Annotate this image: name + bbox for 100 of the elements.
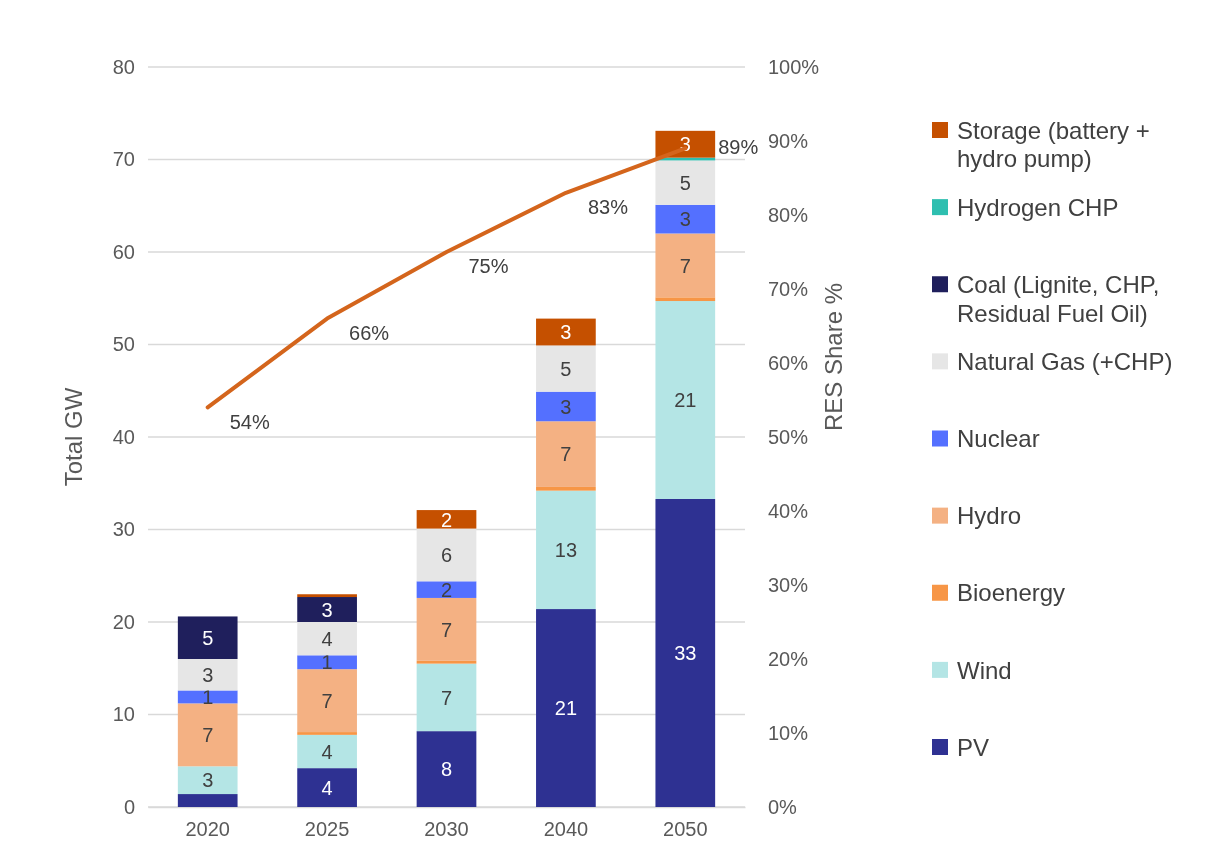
x-tick-label: 2025 (304, 818, 350, 840)
bar (655, 130, 716, 158)
data-label: 3 (560, 395, 572, 418)
bar (536, 318, 596, 346)
data-label: 3 (321, 598, 333, 621)
bar (655, 498, 716, 807)
data-label: 75% (468, 255, 509, 278)
legend-label: Hydro (957, 502, 1022, 530)
data-label: 3 (202, 663, 214, 686)
y2-tick-label: 0% (768, 795, 798, 818)
bar (416, 597, 477, 661)
data-label: 21 (554, 697, 578, 720)
data-label: 2 (440, 508, 453, 531)
y2-axis-title: RES Share % (820, 282, 847, 432)
legend-label: Bioenergy (957, 579, 1066, 607)
bar (416, 528, 477, 582)
data-label: 21 (674, 389, 697, 412)
y2-tick-label: 50% (768, 425, 809, 448)
bar (536, 345, 596, 392)
x-tick-label: 2040 (543, 818, 589, 840)
data-label: 13 (554, 539, 578, 562)
bar (297, 594, 357, 598)
data-label: 6 (440, 544, 453, 567)
bar (655, 233, 716, 298)
bar (416, 731, 477, 807)
bar (297, 622, 357, 656)
bar (297, 732, 357, 735)
legend-label: Coal (Lignite, CHP, Residual Fuel Oil) (957, 270, 1160, 327)
y2-tick-label: 30% (768, 573, 809, 596)
legend-label: PV (957, 733, 990, 761)
data-label: 83% (587, 196, 629, 218)
data-label: 3 (679, 208, 691, 231)
data-label: 33 (674, 642, 697, 665)
bar (536, 486, 596, 491)
data-label: 54% (229, 410, 270, 433)
data-label: 89% (718, 135, 759, 158)
data-label: 4 (321, 627, 333, 650)
data-label: 7 (321, 689, 333, 712)
legend-label: Wind (957, 656, 1012, 684)
bar (177, 794, 238, 807)
data-label: 5 (560, 357, 572, 380)
data-label: 7 (440, 686, 453, 709)
bar (297, 597, 357, 622)
bar (177, 766, 238, 795)
y2-tick-label: 60% (768, 351, 809, 374)
data-label: 7 (679, 254, 691, 277)
y-tick-label: 50 (112, 333, 135, 356)
data-label: 7 (440, 618, 453, 641)
y-tick-label: 30 (112, 518, 135, 541)
bar (416, 663, 477, 732)
y-tick-label: 0 (123, 795, 135, 818)
data-label: 4 (321, 776, 333, 799)
y2-tick-label: 100% (768, 55, 820, 78)
y-tick-label: 10 (112, 703, 135, 726)
y2-tick-label: 90% (768, 129, 809, 152)
y-tick-label: 80 (112, 55, 135, 78)
x-tick-label: 2030 (424, 818, 469, 840)
y2-tick-label: 10% (768, 721, 809, 744)
bar (655, 160, 716, 205)
data-label: 8 (440, 758, 453, 781)
data-label: 3 (560, 321, 572, 344)
bar (536, 421, 596, 487)
y-tick-label: 40 (112, 425, 135, 448)
bar (655, 297, 716, 302)
data-label: 7 (202, 724, 214, 747)
data-label: 5 (202, 626, 214, 649)
bar (536, 490, 596, 610)
bar (297, 768, 357, 807)
y2-tick-label: 80% (768, 203, 809, 226)
bar (536, 609, 596, 807)
bar (655, 301, 716, 499)
legend-label: Natural Gas (+CHP) (957, 348, 1173, 376)
bar (536, 391, 596, 422)
bar (416, 510, 477, 529)
legend-label: Hydrogen CHP (957, 193, 1119, 221)
bar (177, 703, 238, 767)
data-label: 1 (321, 651, 333, 674)
x-tick-label: 2020 (185, 818, 230, 840)
bar (297, 734, 357, 769)
data-label: 5 (679, 171, 691, 194)
bar (177, 690, 238, 704)
bar (297, 669, 357, 733)
data-label: 4 (321, 740, 333, 763)
bar (297, 655, 357, 670)
legend-label: Nuclear (957, 425, 1040, 453)
data-label: 7 (560, 443, 572, 466)
y2-tick-label: 20% (768, 647, 809, 670)
x-tick-label: 2050 (663, 818, 708, 840)
data-label: 2 (440, 578, 453, 601)
data-label: 66% (349, 321, 390, 344)
y2-tick-label: 70% (768, 277, 809, 300)
bar (416, 581, 477, 598)
y-axis-title: Total GW (60, 387, 87, 487)
bar (655, 204, 716, 234)
y2-tick-label: 40% (768, 499, 809, 522)
bar (416, 660, 477, 664)
legend-label: Storage (battery + hydro pump) (957, 116, 1150, 173)
y-tick-label: 20 (112, 610, 135, 633)
bar (177, 616, 238, 659)
y-tick-label: 70 (112, 148, 135, 171)
